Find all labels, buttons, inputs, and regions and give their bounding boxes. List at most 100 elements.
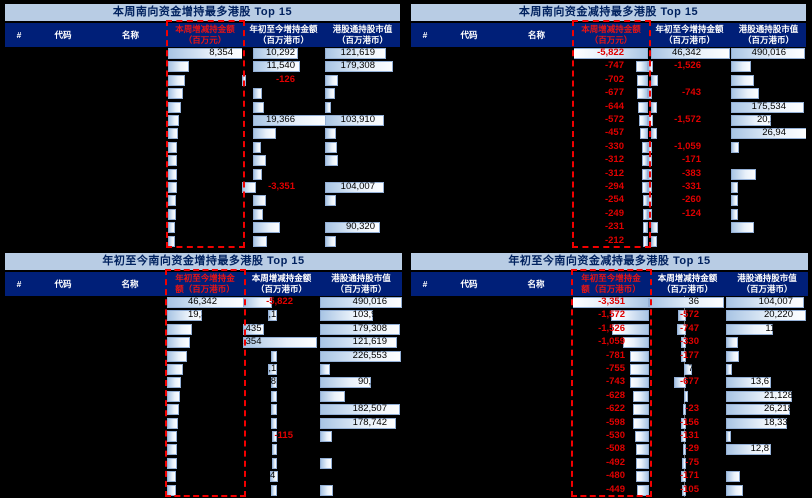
cell-value: -3,351 (598, 296, 625, 307)
data-bar (252, 155, 266, 167)
data-cell (320, 390, 402, 403)
data-cell: -755 (573, 363, 649, 376)
data-cell: 26,218 (726, 403, 808, 416)
data-bar (320, 390, 345, 402)
cell-value: -331 (681, 181, 701, 192)
cell-value: -115 (274, 430, 294, 441)
column-header-metric-3: 港股通持股市值 （百万港币） (737, 273, 797, 294)
data-bar (167, 404, 179, 416)
data-bar (726, 377, 771, 389)
data-cell: -644 (574, 101, 648, 114)
data-cell: 4 (243, 470, 320, 483)
data-bar (676, 323, 687, 335)
data-cell: -677 (649, 376, 726, 390)
cell-value: -1,526 (598, 322, 625, 334)
data-bar (168, 182, 177, 193)
data-bar (636, 61, 648, 73)
data-cell: -1,526 (573, 323, 649, 336)
cell-value: -260 (681, 194, 701, 206)
data-cell (726, 470, 808, 483)
data-cell (167, 403, 243, 416)
data-cell: -212 (574, 235, 648, 248)
data-bar (167, 310, 202, 322)
data-cell: 46,342 (648, 47, 731, 60)
data-bar (252, 128, 277, 140)
data-bar (731, 182, 738, 193)
data-cell: -330 (649, 336, 726, 350)
cell-value: 179,308 (340, 60, 375, 72)
data-bar (731, 61, 751, 73)
data-bar (726, 471, 741, 483)
data-bar (683, 390, 688, 402)
data-cell (731, 87, 806, 100)
data-bar (630, 377, 649, 389)
data-cell: 121,619 (325, 47, 400, 60)
data-bar (252, 195, 266, 207)
cell-value: 179,308 (352, 322, 387, 334)
cell-value: 103,910 (340, 114, 375, 125)
data-bar (726, 337, 738, 349)
data-bar (271, 417, 278, 429)
data-cell: -747 (649, 322, 726, 337)
data-bar (320, 417, 396, 429)
data-cell (648, 74, 731, 87)
data-bar (167, 337, 191, 349)
data-cell (325, 235, 400, 248)
column-header-metric-1: 本周增减持金额 （百万元） (175, 24, 235, 45)
cell-value: -124 (681, 207, 701, 219)
column-header-metric-1: 年初至今增持金 额（百万港币） (175, 273, 235, 294)
data-bar (271, 390, 278, 402)
cell-value: -131 (679, 430, 699, 441)
cell-value: -702 (604, 73, 624, 85)
cell-value: -1,572 (598, 309, 625, 321)
data-cell: 121,619 (320, 336, 402, 349)
data-cell: 226,553 (320, 350, 402, 363)
data-bar (168, 141, 178, 153)
data-bar (635, 457, 649, 469)
cell-value: 46,342 (671, 47, 701, 58)
cell-value: -743 (681, 87, 701, 99)
data-cell: -171 (649, 470, 726, 484)
cell-value: -5,822 (597, 47, 624, 58)
data-bar (632, 390, 649, 402)
cell-value: 21,128 (763, 389, 793, 401)
data-bar (731, 115, 771, 126)
column-header-metric-1: 本周增减持金额 （百万元） (581, 24, 641, 45)
column-header-metric-2: 本周增减持金额 （百万港币） (251, 273, 312, 294)
column-header-name: 名称 (121, 278, 139, 289)
data-cell: -383 (648, 168, 731, 181)
cell-value: 182,507 (352, 403, 387, 415)
cell-value: ,354 (243, 336, 262, 348)
data-bar (325, 222, 380, 234)
data-bar (648, 141, 653, 153)
data-cell (320, 430, 402, 443)
data-bar (651, 222, 659, 234)
cell-value: 73 (688, 363, 699, 374)
data-cell (167, 430, 243, 443)
cell-value: 8 (270, 376, 277, 388)
data-bar (320, 364, 331, 375)
cell-value: 104,007 (758, 296, 793, 307)
data-cell: 73 (649, 363, 726, 377)
table-title: 年初至今南向资金减持最多港股 Top 15 (411, 253, 808, 270)
data-cell: 179,308 (320, 323, 402, 336)
data-bar (640, 128, 648, 140)
data-bar (252, 48, 298, 59)
data-cell (320, 363, 402, 376)
data-rows: -3,351 36 104,007 -1,572 -572 20,220 -1,526 -74… (411, 296, 808, 497)
cell-value: 490,016 (751, 47, 786, 58)
data-cell: 179,308 (325, 60, 400, 73)
data-bar (629, 350, 649, 362)
data-cell: -3,351 (242, 181, 325, 194)
cell-value: 26,218 (763, 403, 793, 415)
data-cell (325, 141, 400, 154)
data-bar (731, 88, 759, 100)
data-bar (731, 222, 754, 234)
data-cell: -743 (573, 376, 649, 389)
data-bar (726, 484, 743, 496)
column-header-code: 代码 (54, 29, 72, 40)
column-header-metric-2: 年初至今增持金额 （百万港币） (655, 24, 724, 45)
data-cell: 178,742 (320, 417, 402, 430)
data-cell: -508 (573, 443, 649, 456)
data-cell: 10,292 (242, 47, 325, 60)
